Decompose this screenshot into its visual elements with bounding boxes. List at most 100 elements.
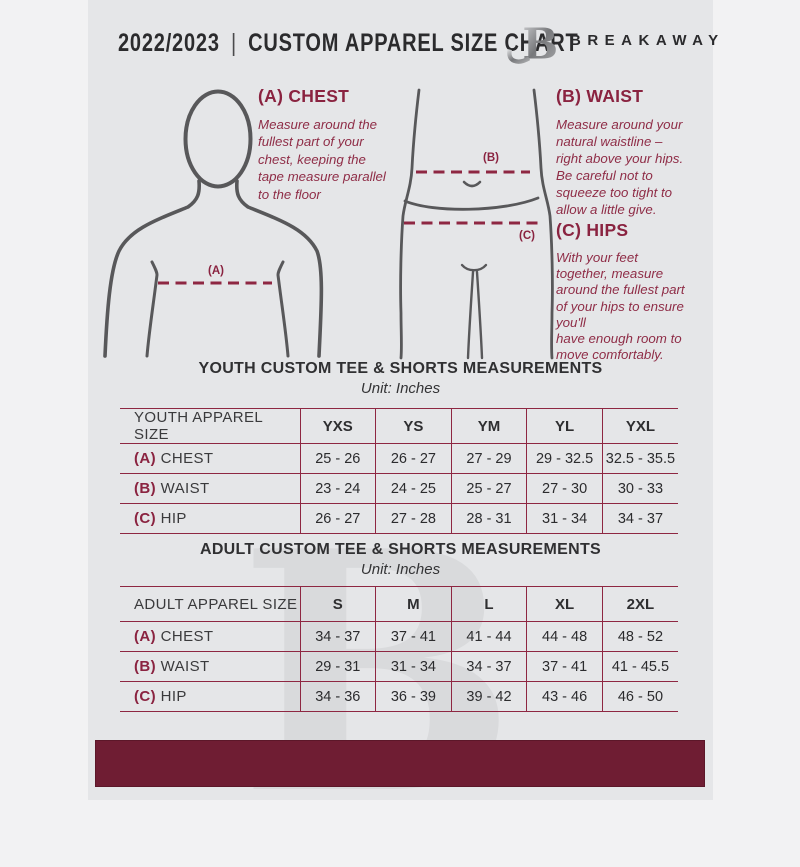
measurement-prefix: (B) <box>134 658 157 675</box>
measurement-value: 29 - 31 <box>299 651 376 682</box>
waist-hip-measurement-figure: (B) (C) <box>399 88 554 360</box>
measurement-value: 31 - 34 <box>375 651 452 682</box>
size-column-header: YM <box>450 408 527 444</box>
measurement-value: 37 - 41 <box>375 621 452 652</box>
hip-curve <box>403 196 540 211</box>
adult-section-header: ADULT CUSTOM TEE & SHORTS MEASUREMENTS U… <box>88 541 713 578</box>
measurement-value: 41 - 44 <box>450 621 527 652</box>
chest-measurement-figure: (A) <box>103 89 324 358</box>
adult-size-table: ADULT APPAREL SIZE S M L XL 2XL (A) CHEST 34 - … <box>120 586 678 712</box>
measurement-prefix: (B) <box>134 480 157 497</box>
hips-description: With your feet together, measure around … <box>556 250 685 363</box>
brand-name: BREAKAWAY <box>570 32 725 49</box>
measurement-value: 26 - 27 <box>375 443 452 474</box>
chest-line-label: (A) <box>208 265 224 277</box>
hips-instructions: (C) HIPS With your feet together, measur… <box>556 220 728 363</box>
measurement-value: 28 - 31 <box>450 503 527 534</box>
measurement-row: (B) WAIST 29 - 31 31 - 34 34 - 37 37 - 41 41 … <box>120 651 678 682</box>
measurement-value: 25 - 27 <box>450 473 527 504</box>
footer-accent-bar <box>95 740 705 787</box>
measurement-value: 27 - 29 <box>450 443 527 474</box>
size-column-header: YL <box>526 408 603 444</box>
chest-instructions: (A) CHEST Measure around the fullest par… <box>258 86 416 203</box>
table-header-row: ADULT APPAREL SIZE S M L XL 2XL <box>120 586 678 622</box>
breakaway-logo-icon: B <box>507 18 558 65</box>
measurement-value: 41 - 45.5 <box>601 651 678 682</box>
measurement-value: 31 - 34 <box>526 503 603 534</box>
measurement-value: 46 - 50 <box>601 681 678 712</box>
measurement-row: (C) HIP 34 - 36 36 - 39 39 - 42 43 - 46 46 - … <box>120 681 678 712</box>
size-column-header: YXL <box>601 408 678 444</box>
size-column-header: YXS <box>299 408 376 444</box>
measurement-value: 34 - 37 <box>601 503 678 534</box>
size-header-label: YOUTH APPAREL SIZE <box>134 409 263 443</box>
measurement-value: 34 - 37 <box>299 621 376 652</box>
size-column-header: 2XL <box>601 586 678 622</box>
measurement-value: 43 - 46 <box>526 681 603 712</box>
page-title: 2022/2023 | CUSTOM APPAREL SIZE CHART <box>118 24 579 62</box>
measurement-name: CHEST <box>156 450 214 467</box>
hip-line-label: (C) <box>519 230 535 242</box>
measurement-value: 26 - 27 <box>299 503 376 534</box>
measurement-name: HIP <box>156 510 187 527</box>
chest-heading: (A) CHEST <box>258 86 350 106</box>
measurement-value: 29 - 32.5 <box>526 443 603 474</box>
measurement-prefix: (C) <box>134 688 157 705</box>
measurement-value: 36 - 39 <box>375 681 452 712</box>
measurement-prefix: (A) <box>134 450 157 467</box>
measurement-label: (A) CHEST <box>120 444 300 474</box>
youth-size-table: YOUTH APPAREL SIZE YXS YS YM YL YXL (A) CHEST 2… <box>120 408 678 534</box>
size-chart-page: B 2022/2023 | CUSTOM APPAREL SIZE CHART … <box>88 0 728 838</box>
measurement-prefix: (C) <box>134 510 157 527</box>
table-header-row: YOUTH APPAREL SIZE YXS YS YM YL YXL <box>120 408 678 444</box>
adult-table-title: ADULT CUSTOM TEE & SHORTS MEASUREMENTS <box>199 541 602 558</box>
size-column-header: L <box>450 586 527 622</box>
measurement-name: CHEST <box>156 628 214 645</box>
measurement-label: (C) HIP <box>120 504 300 534</box>
size-column-header: S <box>299 586 376 622</box>
measurement-label: (A) CHEST <box>120 622 300 652</box>
measurement-value: 34 - 36 <box>299 681 376 712</box>
measurement-value: 39 - 42 <box>450 681 527 712</box>
size-header-label: ADULT APPAREL SIZE <box>134 595 298 613</box>
waist-instructions: (B) WAIST Measure around your natural wa… <box>556 86 722 218</box>
measurement-name: HIP <box>156 688 187 705</box>
measurement-value: 30 - 33 <box>601 473 678 504</box>
measurement-value: 48 - 52 <box>601 621 678 652</box>
measurement-name: WAIST <box>156 658 210 675</box>
season-label: 2022/2023 <box>118 28 220 57</box>
measurement-value: 27 - 30 <box>526 473 603 504</box>
chest-description: Measure around the fullest part of your … <box>258 117 386 202</box>
chart-title: CUSTOM APPAREL SIZE CHART <box>248 28 579 57</box>
waist-heading: (B) WAIST <box>556 86 644 106</box>
waist-description: Measure around your natural waistline – … <box>556 117 684 217</box>
waist-line-label: (B) <box>483 152 499 164</box>
measurement-label: (B) WAIST <box>120 474 300 504</box>
measurement-row: (A) CHEST 25 - 26 26 - 27 27 - 29 29 - 32.5 3… <box>120 443 678 474</box>
measurement-row: (C) HIP 26 - 27 27 - 28 28 - 31 31 - 34 34 - … <box>120 503 678 534</box>
measurement-value: 37 - 41 <box>526 651 603 682</box>
youth-section-header: YOUTH CUSTOM TEE & SHORTS MEASUREMENTS U… <box>88 360 713 397</box>
measurement-value: 27 - 28 <box>375 503 452 534</box>
measurement-prefix: (A) <box>134 628 157 645</box>
measurement-value: 25 - 26 <box>299 443 376 474</box>
youth-table-title: YOUTH CUSTOM TEE & SHORTS MEASUREMENTS <box>198 360 603 377</box>
navel-mark <box>462 180 482 188</box>
size-column-header: YS <box>375 408 452 444</box>
size-column-header: XL <box>526 586 603 622</box>
size-column-header: M <box>375 586 452 622</box>
hips-heading: (C) HIPS <box>556 220 629 240</box>
title-divider: | <box>230 28 237 57</box>
head-outline <box>183 89 253 189</box>
adult-table-unit: Unit: Inches <box>360 561 441 578</box>
youth-table-unit: Unit: Inches <box>360 380 441 397</box>
measurement-row: (B) WAIST 23 - 24 24 - 25 25 - 27 27 - 30 30 … <box>120 473 678 504</box>
measurement-value: 23 - 24 <box>299 473 376 504</box>
measurement-value: 32.5 - 35.5 <box>601 443 678 474</box>
measurement-value: 24 - 25 <box>375 473 452 504</box>
measurement-value: 44 - 48 <box>526 621 603 652</box>
measurement-name: WAIST <box>156 480 210 497</box>
measurement-row: (A) CHEST 34 - 37 37 - 41 41 - 44 44 - 48 48 … <box>120 621 678 652</box>
measurement-label: (B) WAIST <box>120 652 300 682</box>
measurement-value: 34 - 37 <box>450 651 527 682</box>
